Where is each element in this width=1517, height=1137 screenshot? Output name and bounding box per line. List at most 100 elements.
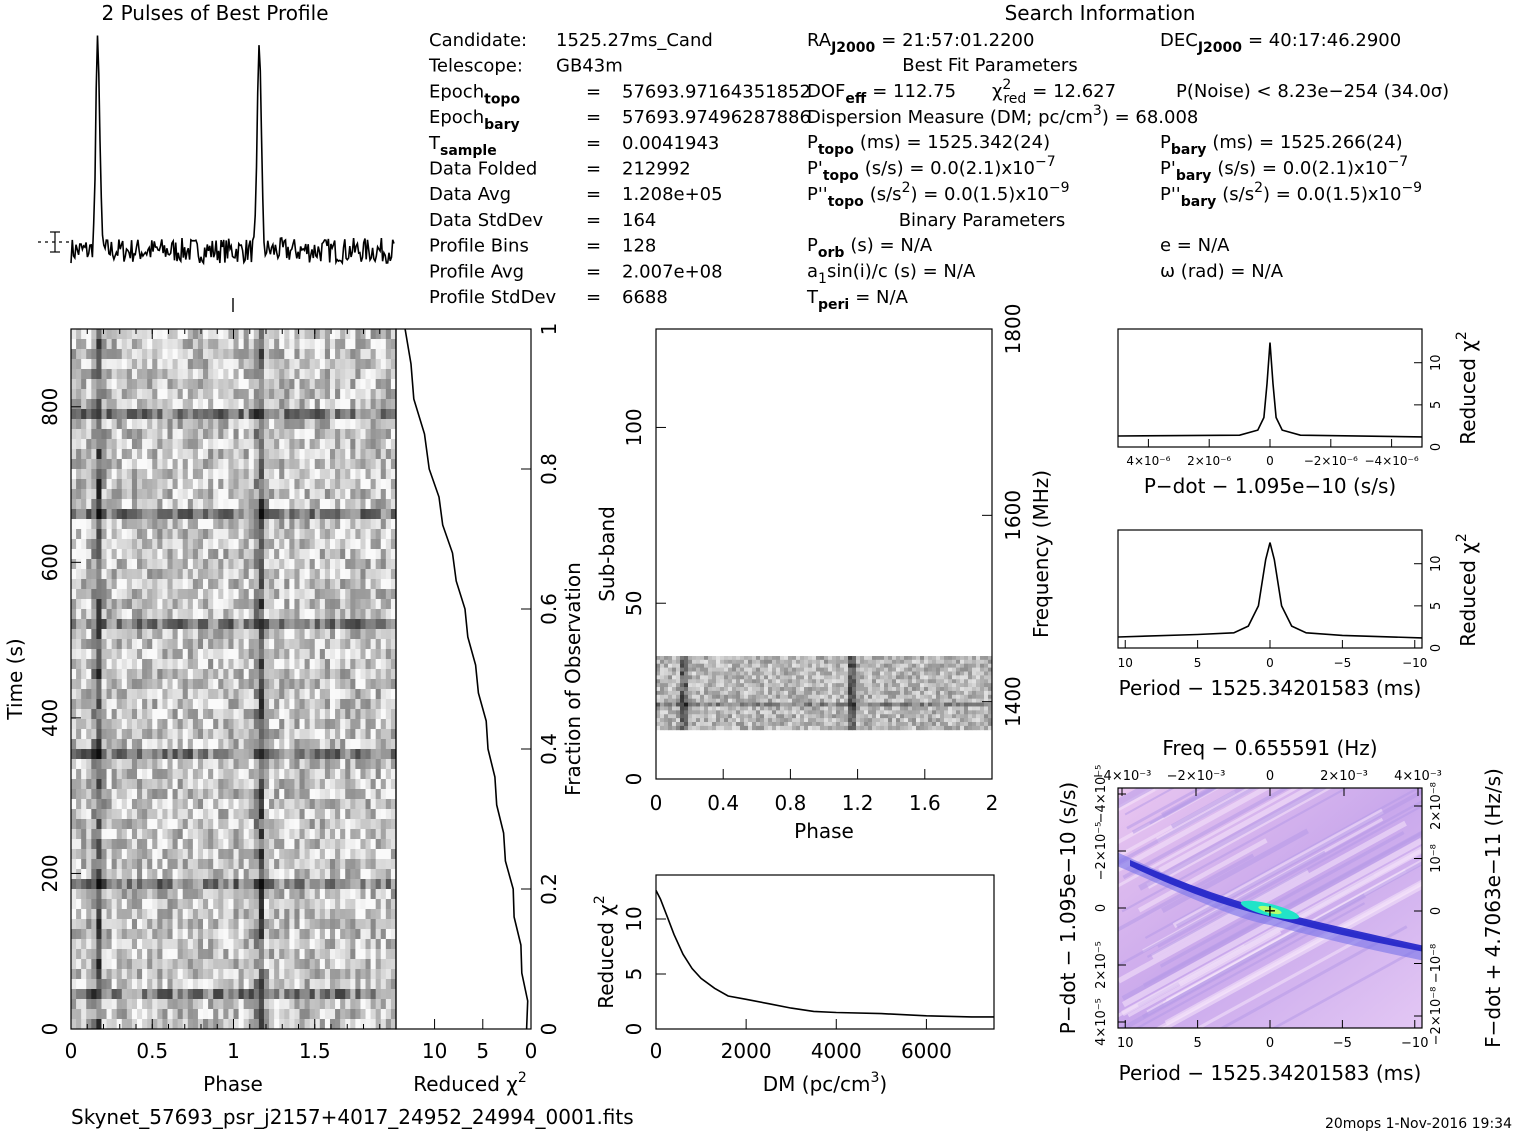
a1-label: a <box>807 261 818 282</box>
time-phase-pixel <box>376 639 381 649</box>
time-phase-pixel <box>147 659 152 669</box>
time-phase-pixel <box>269 569 274 579</box>
time-phase-pixel <box>107 529 112 539</box>
time-phase-pixel <box>193 669 198 679</box>
time-phase-pixel <box>162 899 167 909</box>
time-phase-pixel <box>81 909 86 919</box>
time-phase-pixel <box>167 929 172 939</box>
time-phase-pixel <box>320 829 325 839</box>
time-phase-pixel <box>310 459 315 469</box>
time-phase-pixel <box>173 599 178 609</box>
time-phase-pixel <box>167 469 172 479</box>
time-phase-pixel <box>335 739 340 749</box>
time-phase-pixel <box>294 399 299 409</box>
time-phase-pixel <box>386 549 391 559</box>
time-phase-pixel <box>345 1019 350 1029</box>
time-phase-pixel <box>366 369 371 379</box>
time-phase-pixel <box>360 579 365 589</box>
time-phase-pixel <box>117 659 122 669</box>
time-phase-pixel <box>167 579 172 589</box>
time-phase-pixel <box>381 499 386 509</box>
time-phase-ylabel: Time (s) <box>3 638 27 720</box>
time-phase-pixel <box>208 979 213 989</box>
time-phase-pixel <box>162 479 167 489</box>
time-phase-pixel <box>264 799 269 809</box>
time-phase-pixel <box>350 629 355 639</box>
time-phase-pixel <box>117 409 122 419</box>
time-phase-pixel <box>376 509 381 519</box>
subband-pixel <box>912 656 916 660</box>
time-phase-pixel <box>294 959 299 969</box>
time-phase-pixel <box>107 789 112 799</box>
time-phase-pixel <box>381 1009 386 1019</box>
time-phase-pixel <box>71 699 76 709</box>
time-phase-pixel <box>152 779 157 789</box>
time-phase-pixel <box>203 379 208 389</box>
time-phase-pixel <box>101 539 106 549</box>
time-phase-pixel <box>223 979 228 989</box>
time-phase-pixel <box>279 839 284 849</box>
time-phase-pixel <box>127 709 132 719</box>
subband-pixel <box>696 664 700 668</box>
time-phase-pixel <box>320 929 325 939</box>
time-phase-pixel <box>228 359 233 369</box>
time-phase-pixel <box>279 649 284 659</box>
time-phase-pixel <box>101 659 106 669</box>
time-phase-pixel <box>137 439 142 449</box>
time-phase-pixel <box>335 959 340 969</box>
time-phase-pixel <box>162 669 167 679</box>
time-phase-pixel <box>203 829 208 839</box>
time-phase-pixel <box>213 419 218 429</box>
time-phase-pixel <box>213 639 218 649</box>
time-phase-pixel <box>360 929 365 939</box>
time-phase-pixel <box>112 859 117 869</box>
time-phase-pixel <box>213 719 218 729</box>
info-row-eq: = <box>586 81 601 102</box>
time-phase-pixel <box>254 629 259 639</box>
time-phase-pixel <box>320 599 325 609</box>
time-phase-pixel <box>193 529 198 539</box>
time-phase-pixel <box>76 559 81 569</box>
time-phase-pixel <box>122 549 127 559</box>
time-phase-pixel <box>340 329 345 339</box>
time-phase-pixel <box>107 1019 112 1029</box>
time-phase-pixel <box>284 709 289 719</box>
porb-line: Porb(s) = N/A <box>807 235 933 261</box>
time-phase-pixel <box>320 469 325 479</box>
time-phase-pixel <box>330 879 335 889</box>
time-phase-pixel <box>274 609 279 619</box>
time-phase-pixel <box>376 459 381 469</box>
time-phase-pixel <box>162 689 167 699</box>
dec-label: DEC <box>1160 30 1198 51</box>
pddbary-sup1: 2 <box>1254 180 1263 196</box>
time-phase-pixel <box>203 889 208 899</box>
time-phase-pixel <box>264 849 269 859</box>
time-phase-pixel <box>178 929 183 939</box>
time-phase-pixel <box>279 469 284 479</box>
time-phase-pixel <box>142 519 147 529</box>
time-phase-pixel <box>132 729 137 739</box>
time-phase-pixel <box>264 779 269 789</box>
time-phase-pixel <box>386 459 391 469</box>
time-phase-pixel <box>264 709 269 719</box>
time-phase-pixel <box>289 509 294 519</box>
time-phase-pixel <box>371 809 376 819</box>
time-phase-pixel <box>305 909 310 919</box>
time-phase-pixel <box>249 949 254 959</box>
info-row-value: 57693.97164351852 <box>622 81 811 102</box>
time-phase-pixel <box>234 769 239 779</box>
time-phase-pixel <box>142 769 147 779</box>
time-phase-pixel <box>315 909 320 919</box>
time-phase-pixel <box>234 589 239 599</box>
subband-pixel <box>716 668 720 672</box>
time-phase-pixel <box>244 369 249 379</box>
time-phase-pixel <box>157 639 162 649</box>
time-phase-pixel <box>228 949 233 959</box>
time-phase-pixel <box>132 339 137 349</box>
time-phase-pixel <box>300 569 305 579</box>
time-phase-pixel <box>198 749 203 759</box>
time-phase-pixel <box>254 489 259 499</box>
subband-pixel <box>820 656 824 660</box>
time-phase-pixel <box>157 379 162 389</box>
time-phase-pixel <box>198 849 203 859</box>
